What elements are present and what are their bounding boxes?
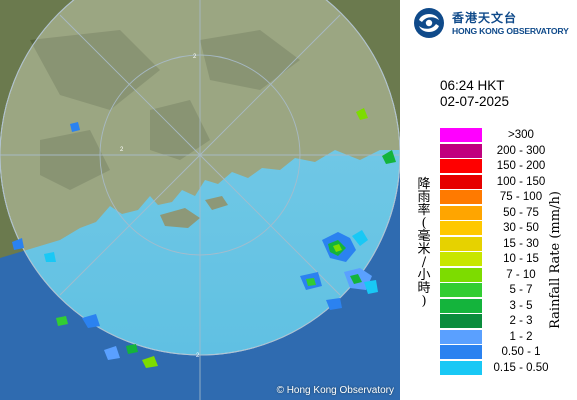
- legend-range-label: 0.50 - 1: [501, 346, 541, 358]
- rainfall-rate-unit-english: Rainfall Rate (mm/h): [548, 191, 563, 329]
- legend-panel: 香港天文台 HONG KONG OBSERVATORY 06:24 HKT 02…: [400, 0, 577, 400]
- legend-range-label: 50 - 75: [503, 206, 539, 219]
- ring-label: 2: [193, 54, 197, 60]
- legend-color-swatch: [440, 159, 482, 173]
- legend-color-swatch: [440, 345, 482, 359]
- unit-chinese-char: ): [421, 294, 427, 309]
- legend-color-swatch: [440, 190, 482, 204]
- radar-map[interactable]: 2 2 2 © Hong Kong Obse: [0, 0, 400, 400]
- hko-logo[interactable]: 香港天文台 HONG KONG OBSERVATORY: [412, 6, 572, 40]
- legend-range-label: 200 - 300: [496, 144, 546, 157]
- legend-row: 5 - 7: [440, 282, 570, 298]
- legend-range-label: 0.15 - 0.50: [493, 361, 549, 374]
- legend-color-swatch: [440, 221, 482, 235]
- rain-echoes: [12, 108, 396, 368]
- legend-range-label: 15 - 30: [503, 237, 539, 250]
- legend-row: 200 - 300: [440, 143, 570, 159]
- legend-range-label: 2 - 3: [509, 315, 533, 327]
- logo-english-name: HONG KONG OBSERVATORY: [452, 26, 569, 36]
- legend-color-swatch: [440, 283, 482, 297]
- legend-color-swatch: [440, 143, 482, 158]
- observation-time: 06:24 HKT: [440, 78, 505, 93]
- legend-color-swatch: [440, 205, 482, 220]
- legend-color-swatch: [440, 329, 482, 344]
- legend-range-label: 100 - 150: [496, 175, 546, 188]
- legend-row: 150 - 200: [440, 158, 570, 174]
- observation-timestamp: 06:24 HKT 02-07-2025: [440, 78, 509, 110]
- legend-row: 0.15 - 0.50: [440, 360, 570, 376]
- legend-color-swatch: [440, 298, 482, 313]
- rainfall-rate-unit-english-wrap: Rainfall Rate (mm/h): [548, 175, 572, 345]
- legend-row: 100 - 150: [440, 174, 570, 190]
- unit-chinese-char: 率: [417, 203, 431, 218]
- map-copyright: © Hong Kong Observatory: [276, 385, 394, 396]
- legend-row: 10 - 15: [440, 251, 570, 267]
- logo-chinese-name: 香港天文台: [452, 11, 518, 25]
- unit-chinese-char: 降: [417, 177, 431, 192]
- radar-map-image: 2 2 2: [0, 0, 400, 400]
- unit-chinese-char: /: [421, 255, 427, 270]
- legend-row: 3 - 5: [440, 298, 570, 314]
- legend-row: 1 - 2: [440, 329, 570, 345]
- legend-row: 2 - 3: [440, 313, 570, 329]
- unit-chinese-char: 米: [417, 242, 431, 257]
- unit-chinese-char: 時: [417, 281, 431, 296]
- ring-label: 2: [196, 353, 200, 359]
- legend-row: 0.50 - 1: [440, 344, 570, 360]
- legend-color-swatch: [440, 128, 482, 142]
- unit-chinese-char: 雨: [417, 190, 431, 205]
- unit-chinese-char: 小: [417, 268, 431, 283]
- legend-color-swatch: [440, 174, 482, 189]
- legend-row: >300: [440, 127, 570, 143]
- range-rings: [0, 0, 400, 400]
- legend-row: 75 - 100: [440, 189, 570, 205]
- legend-color-swatch: [440, 236, 482, 251]
- rainfall-legend: >300 200 - 300 150 - 200 100 - 150 75 - 100 5…: [440, 127, 570, 375]
- legend-row: 7 - 10: [440, 267, 570, 283]
- legend-range-label: 3 - 5: [509, 299, 533, 312]
- legend-range-label: 10 - 15: [503, 253, 539, 265]
- legend-range-label: 7 - 10: [506, 268, 536, 281]
- legend-color-swatch: [440, 252, 482, 266]
- legend-row: 15 - 30: [440, 236, 570, 252]
- legend-range-label: 75 - 100: [499, 191, 543, 203]
- legend-range-label: 30 - 50: [503, 222, 539, 234]
- legend-color-swatch: [440, 314, 482, 328]
- legend-row: 50 - 75: [440, 205, 570, 221]
- legend-range-label: 150 - 200: [496, 160, 546, 172]
- observation-date: 02-07-2025: [440, 94, 510, 109]
- legend-range-label: 5 - 7: [509, 284, 533, 296]
- rainfall-rate-unit-chinese: 降雨率(毫米 / 小時): [414, 178, 434, 308]
- unit-chinese-char: 毫: [417, 229, 431, 244]
- unit-chinese-char: (: [421, 216, 427, 231]
- ring-label: 2: [120, 147, 124, 153]
- legend-range-label: 1 - 2: [509, 330, 533, 343]
- legend-color-swatch: [440, 267, 482, 282]
- hko-swirl-icon: [414, 8, 444, 38]
- legend-row: 30 - 50: [440, 220, 570, 236]
- legend-range-label: >300: [508, 129, 534, 141]
- legend-color-swatch: [440, 360, 482, 375]
